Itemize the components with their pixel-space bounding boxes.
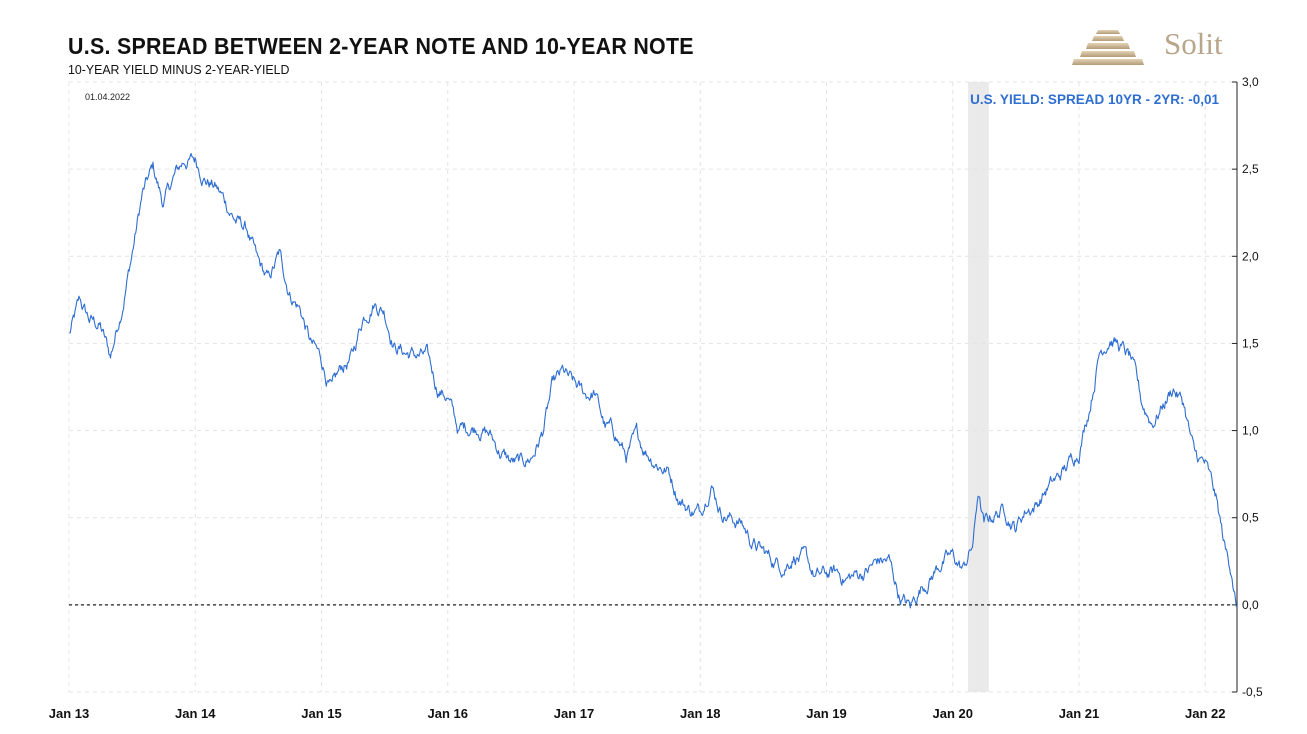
- y-tick-label: 2,5: [1242, 162, 1259, 176]
- brand-name: Solit: [1164, 26, 1223, 61]
- y-tick-label: 3,0: [1242, 75, 1259, 89]
- date-label: 01.04.2022: [85, 92, 131, 102]
- x-tick-label: Jan 20: [933, 706, 973, 721]
- grid-lines: [68, 81, 1232, 693]
- y-tick-label: 1,5: [1242, 336, 1259, 350]
- y-tick-label: 1,0: [1242, 424, 1259, 438]
- x-tick-label: Jan 18: [680, 706, 720, 721]
- x-tick-label: Jan 15: [301, 706, 341, 721]
- y-tick-label: -0,5: [1242, 685, 1263, 699]
- shaded-period: [968, 82, 989, 692]
- x-tick-label: Jan 21: [1059, 706, 1099, 721]
- x-tick-label: Jan 14: [175, 706, 216, 721]
- x-tick-label: Jan 19: [806, 706, 846, 721]
- y-tick-label: 2,0: [1242, 249, 1259, 263]
- series-line: [69, 152, 1237, 609]
- x-tick-label: Jan 22: [1185, 706, 1225, 721]
- x-tick-label: Jan 17: [554, 706, 594, 721]
- solit-pyramid-logo-icon: [1072, 30, 1144, 65]
- x-tick-label: Jan 13: [49, 706, 89, 721]
- chart-subtitle: 10-YEAR YIELD MINUS 2-YEAR-YIELD: [68, 62, 290, 77]
- x-tick-label: Jan 16: [428, 706, 468, 721]
- latest-value-annotation: U.S. YIELD: SPREAD 10YR - 2YR: -0,01: [970, 92, 1219, 107]
- y-tick-label: 0,0: [1242, 598, 1259, 612]
- chart-title: U.S. SPREAD BETWEEN 2-YEAR NOTE AND 10-Y…: [68, 33, 694, 59]
- y-tick-label: 0,5: [1242, 511, 1259, 525]
- y-axis-ticks: 3,0 2,5 2,0 1,5 1,0 0,5 0,0 -0,5: [1232, 75, 1263, 699]
- x-axis-ticks: Jan 13 Jan 14 Jan 15 Jan 16 Jan 17 Jan 18 Jan …: [49, 706, 1226, 721]
